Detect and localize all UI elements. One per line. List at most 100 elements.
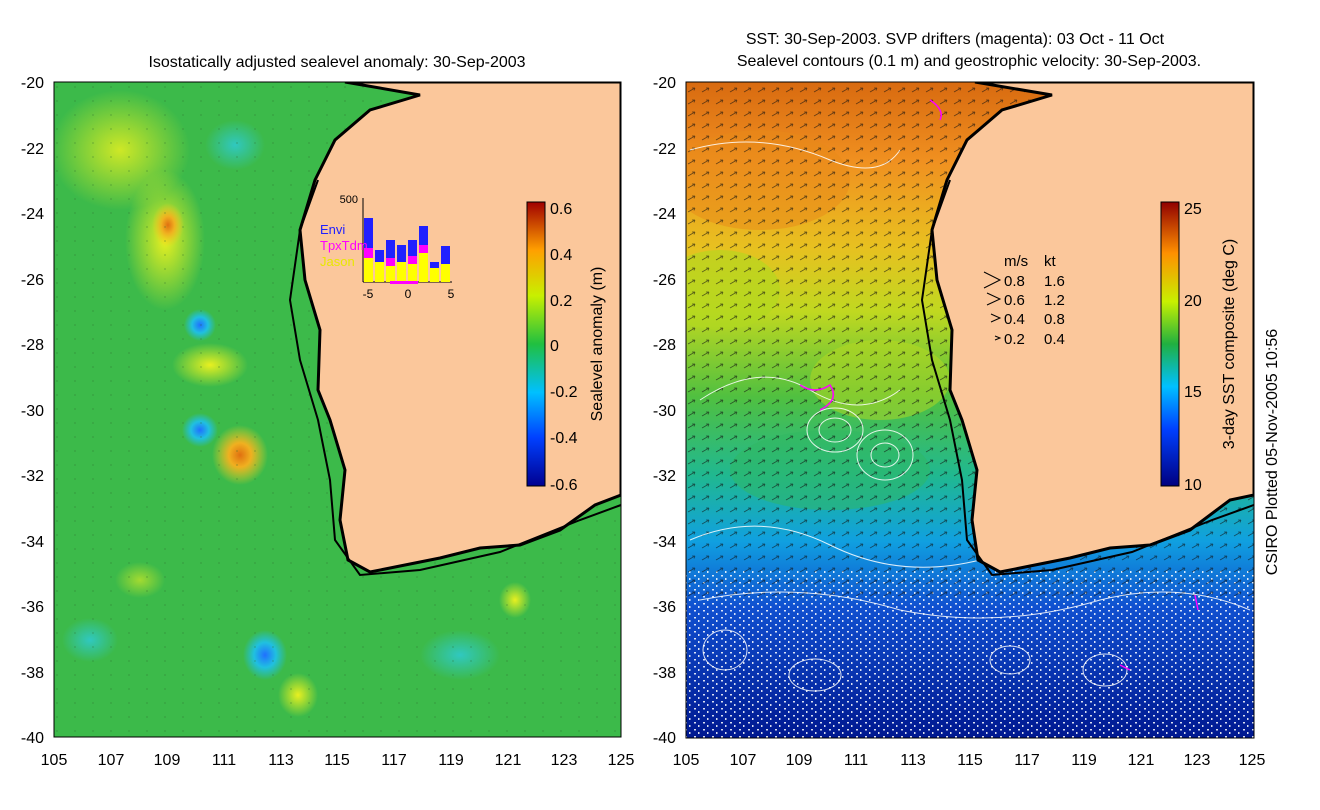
cbar-tick: 20	[1184, 293, 1202, 310]
y-tick: -38	[653, 665, 676, 682]
y-tick: -34	[653, 534, 676, 551]
velocity-key-kt: 1.2	[1044, 292, 1065, 309]
y-tick: -28	[21, 337, 44, 354]
cbar-tick: 0.4	[550, 247, 572, 264]
y-tick: -30	[653, 403, 676, 420]
x-tick: 119	[438, 752, 464, 769]
x-tick: 117	[381, 752, 407, 769]
y-tick: -22	[653, 141, 676, 158]
sealevel-contours	[689, 141, 1251, 692]
sst-colorbar-ramp	[1160, 201, 1180, 487]
y-tick: -28	[653, 337, 676, 354]
sst-colorbar: 25 20 15 10 3-day SST composite (deg C)	[1160, 201, 1238, 494]
x-tick: 123	[551, 752, 578, 769]
velocity-key-kt: 0.8	[1044, 311, 1065, 328]
x-tick: 125	[1239, 752, 1266, 769]
svp-drifter-tracks	[799, 99, 1199, 671]
cbar-tick: 10	[1184, 477, 1202, 494]
x-tick: 115	[324, 752, 350, 769]
altimeter-inset-chart: 500 Envi TpxTdm Jason -5	[320, 194, 455, 301]
y-tick: -20	[653, 75, 676, 92]
x-tick: 117	[1014, 752, 1040, 769]
x-tick: 111	[212, 752, 236, 769]
inset-legend-jason: Jason	[320, 254, 355, 269]
y-tick: -38	[21, 665, 44, 682]
credit-text: CSIRO Plotted 05-Nov-2005 10:56	[1264, 329, 1281, 575]
shelf-contour-left	[288, 179, 621, 577]
cbar-tick: 15	[1184, 384, 1202, 401]
inset-legend-envi: Envi	[320, 222, 345, 237]
velocity-key-kt: 1.6	[1044, 273, 1065, 290]
y-tick: -26	[653, 272, 676, 289]
y-tick: -24	[653, 206, 676, 223]
inset-x-tick: 0	[405, 287, 412, 301]
x-tick: 113	[900, 752, 926, 769]
cbar-tick: -0.2	[550, 384, 578, 401]
sla-colorbar: 0.6 0.4 0.2 0 -0.2 -0.4 -0.6 Sealevel an…	[526, 201, 606, 494]
sla-map-title: Isostatically adjusted sealevel anomaly:…	[148, 54, 525, 71]
sla-colorbar-ramp	[526, 201, 546, 487]
x-tick: 121	[495, 752, 522, 769]
velocity-key-ms: 0.6	[1004, 292, 1025, 309]
cbar-tick: -0.4	[550, 430, 578, 447]
x-tick: 111	[844, 752, 868, 769]
y-tick: -40	[21, 730, 44, 747]
sst-map-title-line2: Sealevel contours (0.1 m) and geostrophi…	[737, 53, 1201, 70]
sst-map	[685, 81, 1255, 739]
sst-colorbar-label: 3-day SST composite (deg C)	[1221, 239, 1238, 449]
sst-x-axis: 105 107 109 111 113 115 117 119 121 123 …	[673, 752, 1266, 769]
x-tick: 113	[268, 752, 294, 769]
y-tick: -32	[653, 468, 676, 485]
x-tick: 105	[41, 752, 68, 769]
x-tick: 109	[786, 752, 813, 769]
cbar-tick: -0.6	[550, 477, 578, 494]
velocity-arrow-icon	[990, 313, 1002, 323]
shelf-contour-right	[920, 179, 1254, 577]
inset-bars	[364, 218, 450, 282]
sst-map-frame	[685, 81, 1255, 739]
cbar-tick: 0	[550, 338, 559, 355]
sla-map-frame	[53, 81, 622, 738]
velocity-key-ms: 0.4	[1004, 311, 1025, 328]
x-tick: 115	[957, 752, 983, 769]
y-tick: -34	[21, 534, 44, 551]
x-tick: 109	[154, 752, 181, 769]
velocity-key-header-kt: kt	[1044, 253, 1057, 270]
velocity-key-header-ms: m/s	[1004, 253, 1028, 270]
australia-landmass-left	[298, 82, 621, 574]
sst-map-title-line1: SST: 30-Sep-2003. SVP drifters (magenta)…	[746, 31, 1165, 48]
cbar-tick: 0.6	[550, 201, 572, 218]
inset-x-tick: 5	[448, 287, 455, 301]
inset-x-tick: -5	[363, 287, 374, 301]
velocity-key: m/s kt 0.8 1.6 0.6 1.2 0.4 0.8 0.2 0.4	[983, 253, 1065, 348]
y-tick: -30	[21, 403, 44, 420]
australia-landmass-right	[930, 82, 1254, 574]
y-tick: -36	[653, 599, 676, 616]
inset-ymax: 500	[340, 194, 358, 206]
sla-y-axis: -20 -22 -24 -26 -28 -30 -32 -34 -36 -38 …	[21, 75, 44, 747]
x-tick: 107	[98, 752, 125, 769]
y-tick: -32	[21, 468, 44, 485]
x-tick: 107	[730, 752, 757, 769]
sla-colorbar-label: Sealevel anomaly (m)	[589, 267, 606, 422]
velocity-key-ms: 0.8	[1004, 273, 1025, 290]
velocity-arrow-icon	[983, 271, 1002, 289]
y-tick: -36	[21, 599, 44, 616]
y-tick: -40	[653, 730, 676, 747]
y-tick: -26	[21, 272, 44, 289]
cbar-tick: 25	[1184, 201, 1202, 218]
x-tick: 121	[1128, 752, 1155, 769]
x-tick: 125	[608, 752, 635, 769]
y-tick: -24	[21, 206, 44, 223]
velocity-arrow-icon	[986, 292, 1002, 306]
x-tick: 119	[1071, 752, 1097, 769]
y-tick: -22	[21, 141, 44, 158]
velocity-arrow-icon	[994, 335, 1002, 341]
sla-x-axis: 105 107 109 111 113 115 117 119 121 123 …	[41, 752, 635, 769]
x-tick: 123	[1184, 752, 1211, 769]
x-tick: 105	[673, 752, 700, 769]
cbar-tick: 0.2	[550, 293, 572, 310]
y-tick: -20	[21, 75, 44, 92]
velocity-key-kt: 0.4	[1044, 331, 1065, 348]
